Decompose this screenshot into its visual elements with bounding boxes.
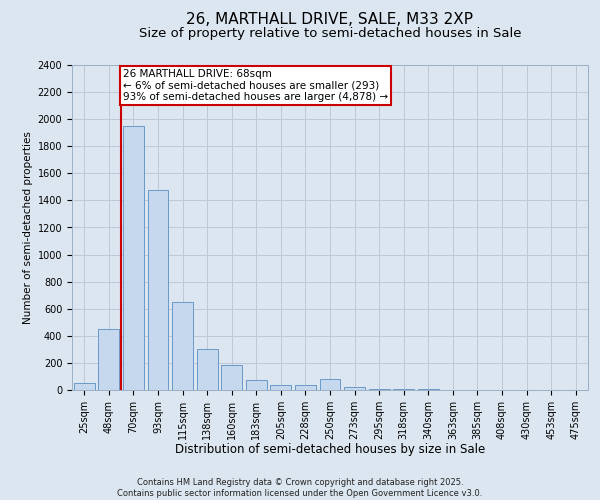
- Bar: [271, 384, 292, 390]
- Bar: [197, 350, 218, 390]
- Bar: [320, 379, 340, 390]
- Text: Size of property relative to semi-detached houses in Sale: Size of property relative to semi-detach…: [139, 28, 521, 40]
- X-axis label: Distribution of semi-detached houses by size in Sale: Distribution of semi-detached houses by …: [175, 444, 485, 456]
- Bar: [221, 365, 242, 390]
- Bar: [344, 388, 365, 390]
- Text: 26, MARTHALL DRIVE, SALE, M33 2XP: 26, MARTHALL DRIVE, SALE, M33 2XP: [187, 12, 473, 28]
- Bar: [74, 383, 95, 390]
- Bar: [148, 190, 169, 390]
- Text: Contains HM Land Registry data © Crown copyright and database right 2025.
Contai: Contains HM Land Registry data © Crown c…: [118, 478, 482, 498]
- Bar: [172, 302, 193, 390]
- Bar: [98, 329, 119, 390]
- Text: 26 MARTHALL DRIVE: 68sqm
← 6% of semi-detached houses are smaller (293)
93% of s: 26 MARTHALL DRIVE: 68sqm ← 6% of semi-de…: [123, 69, 388, 102]
- Bar: [123, 126, 144, 390]
- Bar: [295, 386, 316, 390]
- Y-axis label: Number of semi-detached properties: Number of semi-detached properties: [23, 131, 34, 324]
- Bar: [246, 380, 267, 390]
